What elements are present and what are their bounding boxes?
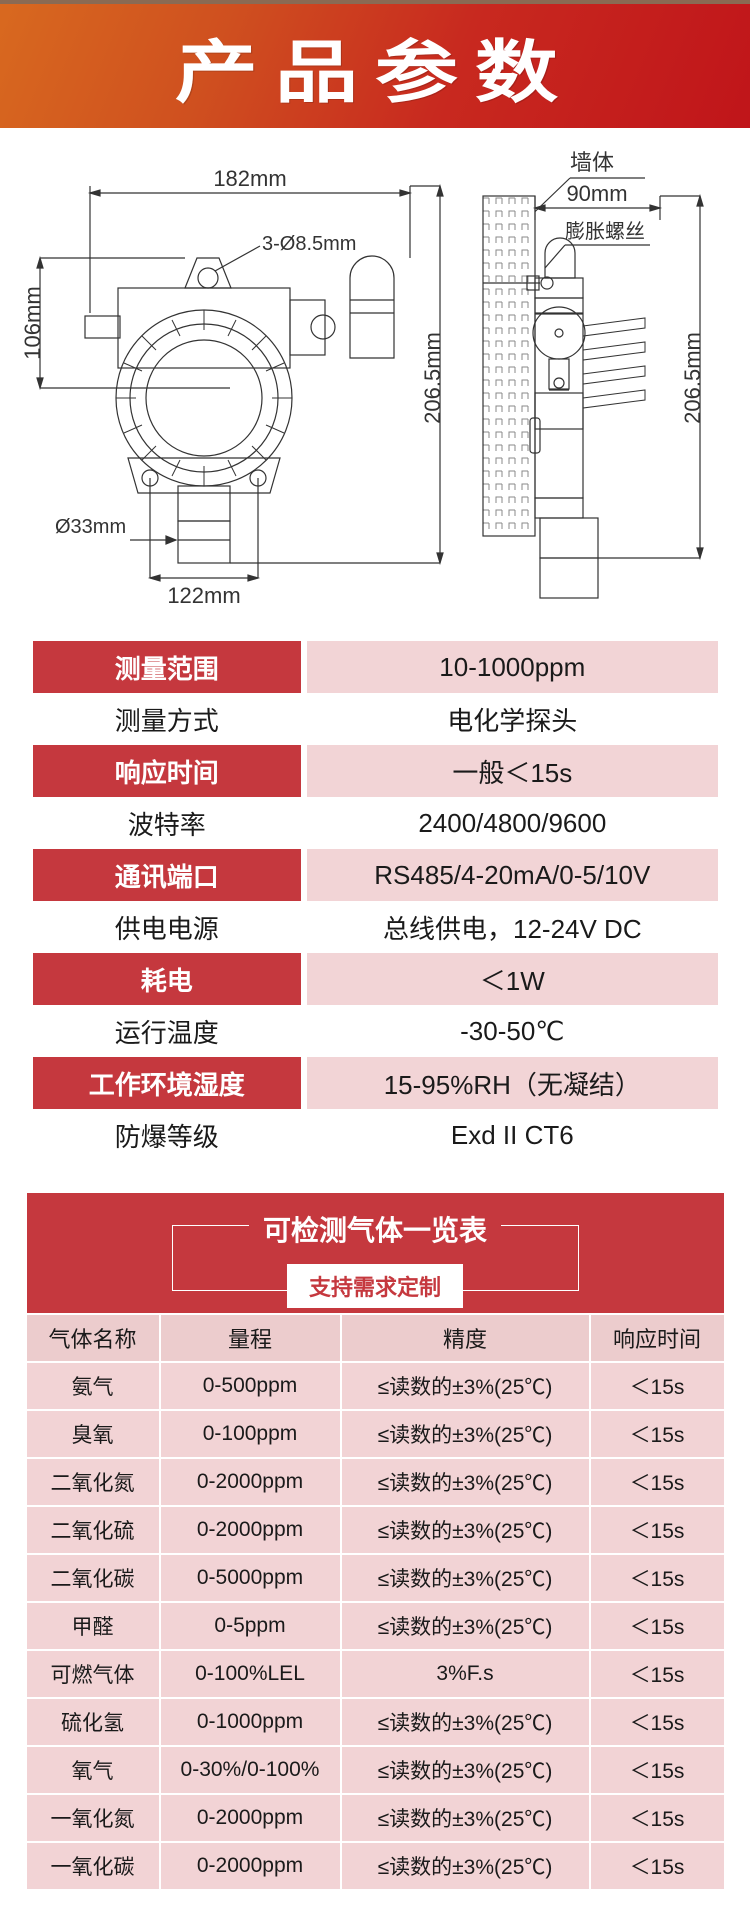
svg-text:3-Ø8.5mm: 3-Ø8.5mm — [262, 233, 356, 255]
svg-text:206.5mm: 206.5mm — [420, 332, 445, 424]
svg-text:90mm: 90mm — [566, 181, 627, 206]
svg-text:膨胀螺丝: 膨胀螺丝 — [565, 220, 645, 243]
svg-text:墙体: 墙体 — [570, 150, 614, 175]
svg-text:Ø33mm: Ø33mm — [55, 516, 126, 538]
svg-text:106mm: 106mm — [20, 286, 45, 359]
svg-text:206.5mm: 206.5mm — [680, 332, 705, 424]
svg-text:122mm: 122mm — [167, 583, 240, 608]
svg-text:182mm: 182mm — [213, 166, 286, 191]
